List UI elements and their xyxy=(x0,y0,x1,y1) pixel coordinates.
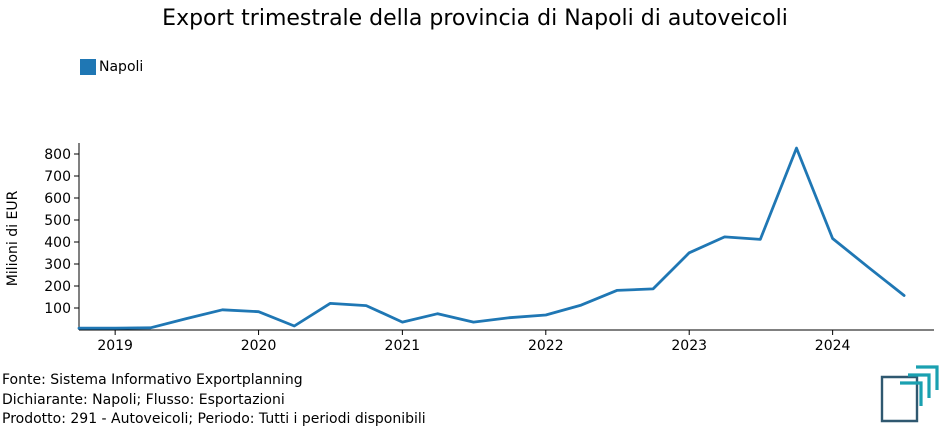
y-tick-label: 400 xyxy=(44,235,71,251)
legend: Napoli xyxy=(80,59,143,75)
footer-source: Fonte: Sistema Informativo Exportplannin… xyxy=(2,372,303,388)
footer-declarant: Dichiarante: Napoli; Flusso: Esportazion… xyxy=(2,391,285,408)
y-tick-label: 100 xyxy=(44,301,71,317)
y-tick-label: 700 xyxy=(44,169,71,185)
y-tick-label: 300 xyxy=(44,257,71,273)
legend-swatch xyxy=(80,59,96,75)
y-tick-label: 800 xyxy=(44,147,71,163)
y-tick-label: 600 xyxy=(44,191,71,207)
series-line-napoli xyxy=(77,146,906,330)
x-tick-label: 2021 xyxy=(385,338,421,354)
x-tick-label: 2022 xyxy=(528,338,564,354)
y-tick-label: 200 xyxy=(44,279,71,295)
x-tick-label: 2019 xyxy=(97,338,133,354)
x-tick-label: 2023 xyxy=(671,338,707,354)
source-footer: Fonte: Sistema Informativo Exportplannin… xyxy=(2,371,426,430)
y-axis-label: Milioni di EUR xyxy=(5,190,21,286)
exportplanning-logo-icon xyxy=(880,365,939,423)
legend-label: Napoli xyxy=(99,59,144,75)
x-tick-label: 2024 xyxy=(815,338,851,354)
y-tick-label: 500 xyxy=(44,213,71,229)
chart-title: Export trimestrale della provincia di Na… xyxy=(162,6,788,31)
footer-product: Prodotto: 291 - Autoveicoli; Periodo: Tu… xyxy=(2,411,426,427)
x-tick-label: 2020 xyxy=(241,338,277,354)
